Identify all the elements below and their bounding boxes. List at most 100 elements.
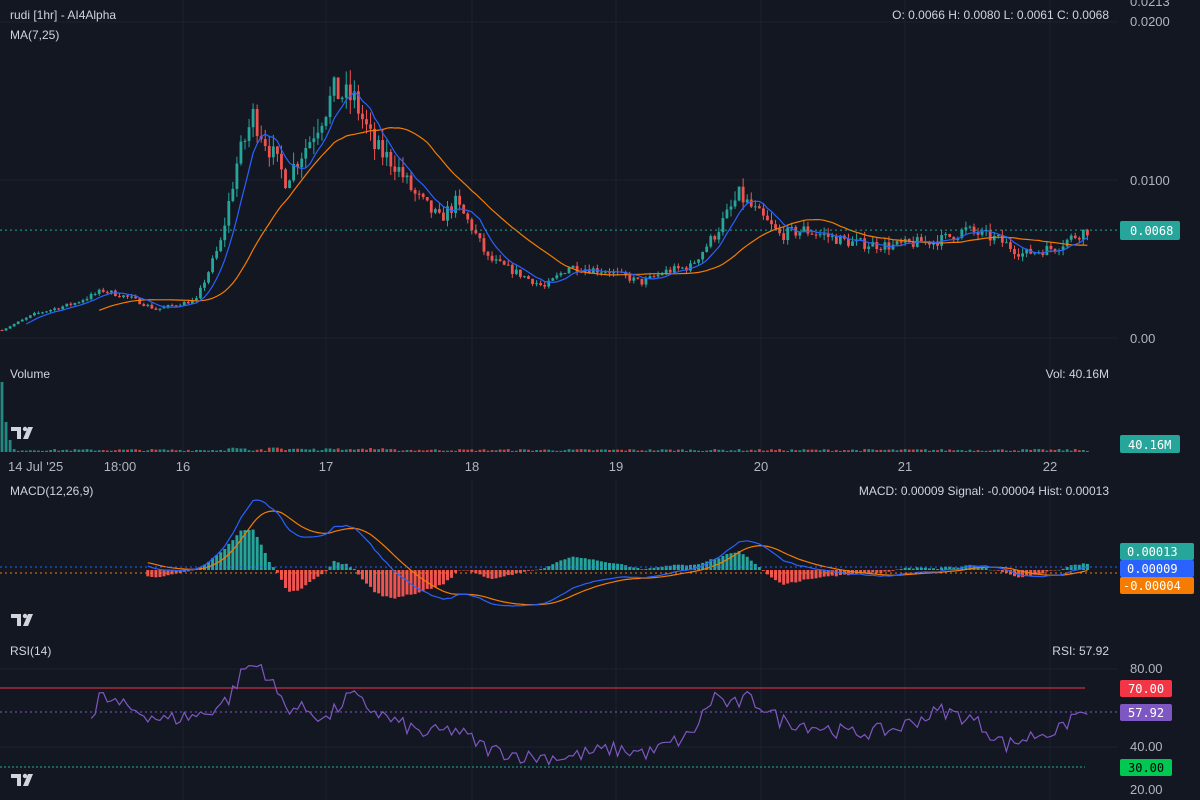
candle: [859, 238, 862, 240]
signal-badge-text: -0.00004: [1123, 579, 1181, 593]
volume-bar: [470, 449, 474, 452]
x-tick-label: 14 Jul '25: [8, 459, 63, 474]
macd-hist-bar: [984, 567, 988, 570]
volume-bar: [247, 450, 251, 452]
macd-hist-bar: [599, 561, 603, 570]
macd-hist-bar: [182, 570, 186, 572]
macd-pane[interactable]: [0, 499, 1118, 607]
candle: [992, 235, 996, 241]
volume-bar: [798, 450, 802, 452]
candle: [425, 197, 429, 201]
candle: [721, 218, 725, 233]
x-tick-label: 22: [1043, 459, 1057, 474]
candle: [267, 145, 271, 158]
volume-bar: [992, 449, 996, 452]
candle: [454, 195, 457, 213]
volume-bar: [276, 447, 279, 452]
volume-bar: [579, 449, 583, 452]
macd-hist-bar: [259, 544, 263, 570]
candle: [170, 305, 174, 307]
volume-bar: [818, 450, 822, 452]
volume-bar: [462, 449, 466, 452]
candle: [243, 140, 247, 142]
volume-bar: [733, 450, 737, 452]
volume-bar: [438, 450, 441, 452]
volume-bar: [652, 450, 656, 452]
volume-bar: [73, 449, 77, 452]
volume-bar: [616, 449, 619, 452]
candle: [741, 186, 745, 203]
macd-hist-bar: [859, 570, 863, 573]
macd-hist-bar: [733, 552, 737, 570]
macd-hist-bar: [433, 570, 437, 587]
rsi-pane[interactable]: [0, 663, 1118, 768]
volume-bar: [130, 449, 133, 452]
candle: [563, 273, 567, 275]
volume-bar: [956, 449, 960, 452]
volume-bar: [757, 449, 761, 452]
candle: [847, 238, 850, 246]
candle: [320, 125, 324, 133]
candle: [1073, 235, 1077, 238]
volume-bar: [1017, 450, 1020, 452]
macd-hist-bar: [713, 559, 717, 570]
candle: [875, 242, 879, 250]
candle: [255, 108, 259, 136]
candle: [753, 206, 757, 208]
candle: [506, 264, 510, 266]
price-pane[interactable]: [0, 70, 1118, 332]
chart-title: rudi [1hr] - AI4Alpha: [10, 8, 116, 22]
candle: [899, 241, 903, 243]
macd-hist-bar: [514, 570, 518, 574]
macd-hist-bar: [470, 570, 474, 573]
volume-bar: [915, 449, 919, 452]
volume-bar: [138, 449, 142, 452]
volume-bar: [1013, 450, 1016, 452]
volume-bar: [681, 449, 684, 452]
x-tick-label: 17: [319, 459, 333, 474]
candle: [648, 276, 652, 279]
candle: [1013, 248, 1016, 255]
volume-bar: [559, 450, 563, 452]
volume-bar: [474, 450, 478, 452]
volume-bar: [721, 449, 725, 452]
rsi-label: RSI(14): [10, 644, 51, 658]
volume-bar: [838, 450, 842, 452]
macd-hist-bar: [883, 570, 887, 572]
macd-hist-bar: [190, 570, 194, 571]
candle: [69, 303, 73, 305]
y-tick-label: 0.0100: [1130, 173, 1170, 188]
macd-hist-bar: [802, 570, 806, 580]
candle: [442, 212, 445, 221]
rsi-tick-label: 20.00: [1130, 782, 1163, 797]
candle: [1077, 237, 1081, 240]
volume-bar: [69, 450, 73, 452]
macd-hist-bar: [466, 570, 470, 571]
volume-bar: [170, 449, 174, 452]
x-tick-label: 18:00: [104, 459, 137, 474]
volume-bar: [344, 449, 348, 452]
candle: [523, 276, 526, 278]
candle: [389, 151, 393, 167]
volume-bar: [608, 449, 611, 452]
candle: [802, 226, 806, 232]
volume-bar: [843, 450, 846, 452]
volume-bar: [948, 449, 952, 452]
macd-hist-bar: [863, 570, 867, 574]
x-tick-label: 21: [898, 459, 912, 474]
volume-bar: [676, 449, 680, 452]
candle: [697, 259, 700, 263]
volume-bar: [417, 449, 421, 452]
candle: [664, 269, 668, 275]
macd-hist-bar: [458, 570, 462, 571]
candle: [976, 231, 980, 235]
candle: [41, 312, 44, 314]
macd-hist-bar: [640, 569, 644, 570]
macd-hist-bar: [417, 570, 421, 593]
macd-hist-bar: [765, 570, 769, 575]
candle: [624, 271, 628, 276]
volume-bar: [891, 449, 895, 452]
macd-hist-bar: [437, 570, 441, 586]
volume-bar: [984, 450, 988, 452]
macd-hist-bar: [1037, 570, 1041, 574]
